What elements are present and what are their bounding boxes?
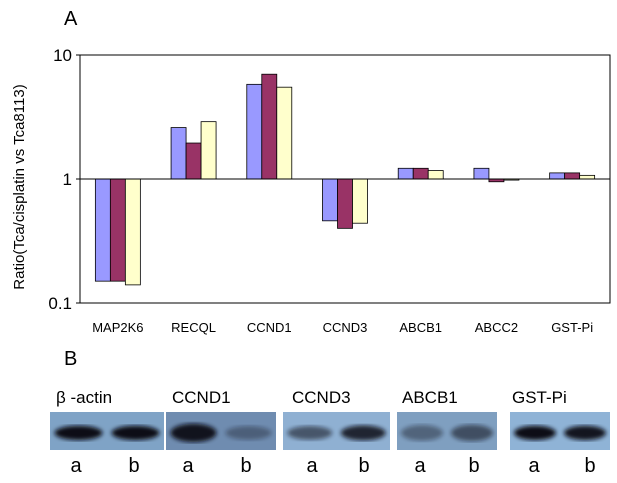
bar-ccnd1-s2 <box>261 73 278 180</box>
lane-label-a: a <box>528 455 540 477</box>
x-tick-label: MAP2K6 <box>92 320 143 335</box>
blot-band-b <box>451 424 493 442</box>
blot-band-b <box>340 425 386 441</box>
bar-abcb1-s3 <box>427 170 444 180</box>
bar-map2k6-s1 <box>94 178 111 282</box>
bar-ccnd3-s1 <box>322 178 338 222</box>
bar-ccnd1-s3 <box>276 86 293 180</box>
blot-band-a <box>287 426 333 440</box>
y-tick-label: 10 <box>53 46 72 65</box>
bar-gst-pi-s1 <box>549 172 566 180</box>
blot-band-b <box>225 426 272 440</box>
blot-band-a <box>170 423 217 443</box>
lane-label-b: b <box>240 455 252 477</box>
bar-ccnd1-s1 <box>246 83 263 180</box>
blot-abcb1 <box>397 412 497 450</box>
bar-recql-s1 <box>170 127 187 180</box>
blot-ccnd1 <box>166 412 276 450</box>
blot-beta-actin <box>50 412 164 450</box>
x-tick-label: CCND3 <box>323 320 368 335</box>
blot-title-beta-actin: β -actin <box>56 388 113 407</box>
lane-label-b: b <box>358 455 370 477</box>
blot-title-ccnd1: CCND1 <box>172 388 231 407</box>
blot-band-b <box>564 425 606 441</box>
panel-b-label: B <box>64 348 78 370</box>
bar-abcc2-s1 <box>473 167 490 180</box>
lane-label-b: b <box>584 455 596 477</box>
x-tick-label: ABCB1 <box>399 320 442 335</box>
blot-band-a <box>401 425 443 441</box>
bar-gst-pi-s2 <box>564 172 581 180</box>
blot-band-b <box>111 425 160 441</box>
blot-title-gst-pi: GST-Pi <box>512 388 567 407</box>
blot-ccnd3 <box>283 412 390 450</box>
bar-ccnd3-s3 <box>352 178 368 224</box>
lane-label-a: a <box>70 455 82 477</box>
panel-a-label: A <box>64 8 78 30</box>
bar-recql-s2 <box>185 142 202 180</box>
blot-band-a <box>514 425 556 441</box>
bar-abcb1-s2 <box>412 167 429 180</box>
bar-gst-pi-s3 <box>579 174 596 180</box>
bar-map2k6-s2 <box>109 178 126 282</box>
bar-ccnd3-s2 <box>337 178 353 229</box>
blot-gst-pi <box>510 412 610 450</box>
y-tick-label: 0.1 <box>48 294 72 313</box>
lane-label-a: a <box>414 455 426 477</box>
bar-map2k6-s3 <box>124 178 141 286</box>
blot-band-a <box>54 425 103 441</box>
y-axis-label: Ratio(Tca/cisplatin vs Tca8113) <box>11 84 28 289</box>
lane-label-b: b <box>468 455 480 477</box>
x-tick-label: RECQL <box>171 320 216 335</box>
x-tick-label: GST-Pi <box>551 320 593 335</box>
lane-label-a: a <box>306 455 318 477</box>
blot-title-ccnd3: CCND3 <box>292 388 351 407</box>
bar-abcb1-s1 <box>397 167 414 180</box>
x-tick-label: CCND1 <box>247 320 292 335</box>
bar-recql-s3 <box>200 121 217 180</box>
lane-label-b: b <box>128 455 140 477</box>
x-tick-label: ABCC2 <box>475 320 518 335</box>
y-tick-label: 1 <box>63 170 72 189</box>
blot-title-abcb1: ABCB1 <box>402 388 458 407</box>
lane-label-a: a <box>182 455 194 477</box>
